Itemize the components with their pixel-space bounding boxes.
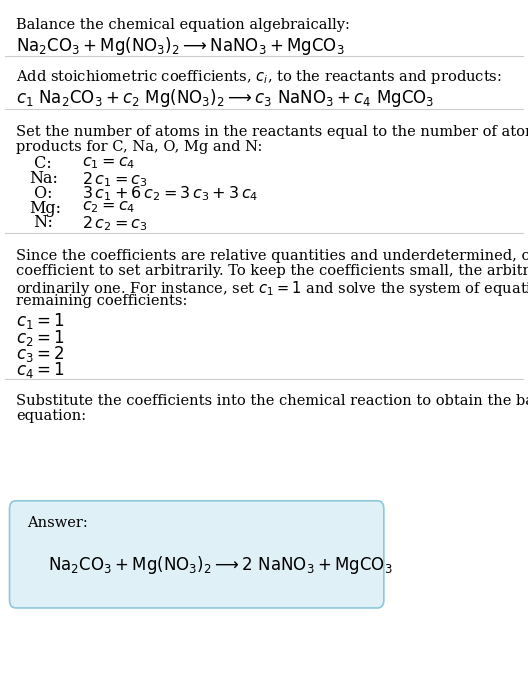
FancyBboxPatch shape (10, 501, 384, 608)
Text: $c_2 = 1$: $c_2 = 1$ (16, 328, 64, 348)
Text: $c_2 = c_4$: $c_2 = c_4$ (82, 200, 135, 215)
Text: products for C, Na, O, Mg and N:: products for C, Na, O, Mg and N: (16, 140, 262, 154)
Text: Na:: Na: (29, 170, 58, 187)
Text: $c_1\ \mathrm{Na_2CO_3} + c_2\ \mathrm{Mg(NO_3)_2} \longrightarrow c_3\ \mathrm{: $c_1\ \mathrm{Na_2CO_3} + c_2\ \mathrm{M… (16, 87, 434, 109)
Text: equation:: equation: (16, 409, 86, 423)
Text: coefficient to set arbitrarily. To keep the coefficients small, the arbitrary va: coefficient to set arbitrarily. To keep … (16, 264, 528, 278)
Text: $c_3 = 2$: $c_3 = 2$ (16, 344, 64, 364)
Text: $\mathrm{Na_2CO_3 + Mg(NO_3)_2 \longrightarrow 2\ NaNO_3 + MgCO_3}$: $\mathrm{Na_2CO_3 + Mg(NO_3)_2 \longrigh… (48, 554, 392, 576)
Text: Answer:: Answer: (27, 516, 88, 530)
Text: N:: N: (29, 214, 53, 231)
Text: O:: O: (29, 185, 53, 202)
Text: ordinarily one. For instance, set $c_1 = 1$ and solve the system of equations fo: ordinarily one. For instance, set $c_1 =… (16, 279, 528, 298)
Text: $\mathrm{Na_2CO_3 + Mg(NO_3)_2 \longrightarrow NaNO_3 + MgCO_3}$: $\mathrm{Na_2CO_3 + Mg(NO_3)_2 \longrigh… (16, 35, 344, 57)
Text: Set the number of atoms in the reactants equal to the number of atoms in the: Set the number of atoms in the reactants… (16, 125, 528, 139)
Text: Add stoichiometric coefficients, $c_i$, to the reactants and products:: Add stoichiometric coefficients, $c_i$, … (16, 68, 502, 86)
Text: Mg:: Mg: (29, 200, 61, 216)
Text: $c_1 = 1$: $c_1 = 1$ (16, 311, 64, 332)
Text: Balance the chemical equation algebraically:: Balance the chemical equation algebraica… (16, 18, 350, 32)
Text: $2\,c_1 = c_3$: $2\,c_1 = c_3$ (82, 170, 147, 189)
Text: $3\,c_1 + 6\,c_2 = 3\,c_3 + 3\,c_4$: $3\,c_1 + 6\,c_2 = 3\,c_3 + 3\,c_4$ (82, 185, 258, 204)
Text: C:: C: (29, 155, 52, 172)
Text: remaining coefficients:: remaining coefficients: (16, 294, 187, 308)
Text: $2\,c_2 = c_3$: $2\,c_2 = c_3$ (82, 214, 147, 233)
Text: $c_4 = 1$: $c_4 = 1$ (16, 360, 64, 380)
Text: $c_1 = c_4$: $c_1 = c_4$ (82, 155, 135, 171)
Text: Since the coefficients are relative quantities and underdetermined, choose a: Since the coefficients are relative quan… (16, 249, 528, 264)
Text: Substitute the coefficients into the chemical reaction to obtain the balanced: Substitute the coefficients into the che… (16, 394, 528, 408)
